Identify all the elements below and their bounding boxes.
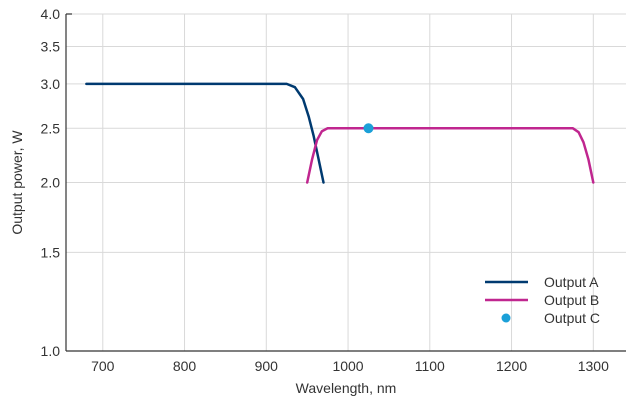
legend-label-output-a: Output A (544, 274, 599, 290)
y-axis-label: Output power, W (9, 130, 25, 235)
y-tick-label: 1.5 (41, 244, 61, 260)
legend-label-output-b: Output B (544, 292, 599, 308)
y-tick-label: 2.5 (41, 120, 61, 136)
y-tick-label: 3.5 (41, 38, 61, 54)
legend: Output A Output B Output C (485, 274, 600, 326)
x-tick-label: 1300 (578, 358, 609, 374)
x-tick-label: 1200 (496, 358, 527, 374)
grid-lines (66, 13, 626, 352)
y-tick-labels: 1.0 1.5 2.0 2.5 3.0 3.5 4.0 (41, 6, 61, 359)
x-tick-label: 700 (91, 358, 115, 374)
axes (65, 13, 626, 352)
legend-label-output-c: Output C (544, 310, 600, 326)
y-tick-label: 4.0 (41, 6, 61, 22)
x-tick-label: 900 (255, 358, 279, 374)
legend-swatch-output-c (501, 313, 511, 323)
x-tick-label: 800 (173, 358, 197, 374)
x-tick-label: 1000 (332, 358, 363, 374)
series-line-output-b (305, 127, 595, 184)
x-axis-label: Wavelength, nm (296, 380, 397, 396)
series-line-output-a (85, 82, 325, 184)
x-tick-labels: 700 800 900 1000 1100 1200 1300 (91, 358, 609, 374)
y-tick-label: 3.0 (41, 76, 61, 92)
y-tick-label: 2.0 (41, 175, 61, 191)
series-layer (85, 82, 595, 184)
series-point-output-c (363, 123, 374, 134)
y-tick-label: 1.0 (41, 343, 61, 359)
x-tick-label: 1100 (415, 358, 445, 374)
